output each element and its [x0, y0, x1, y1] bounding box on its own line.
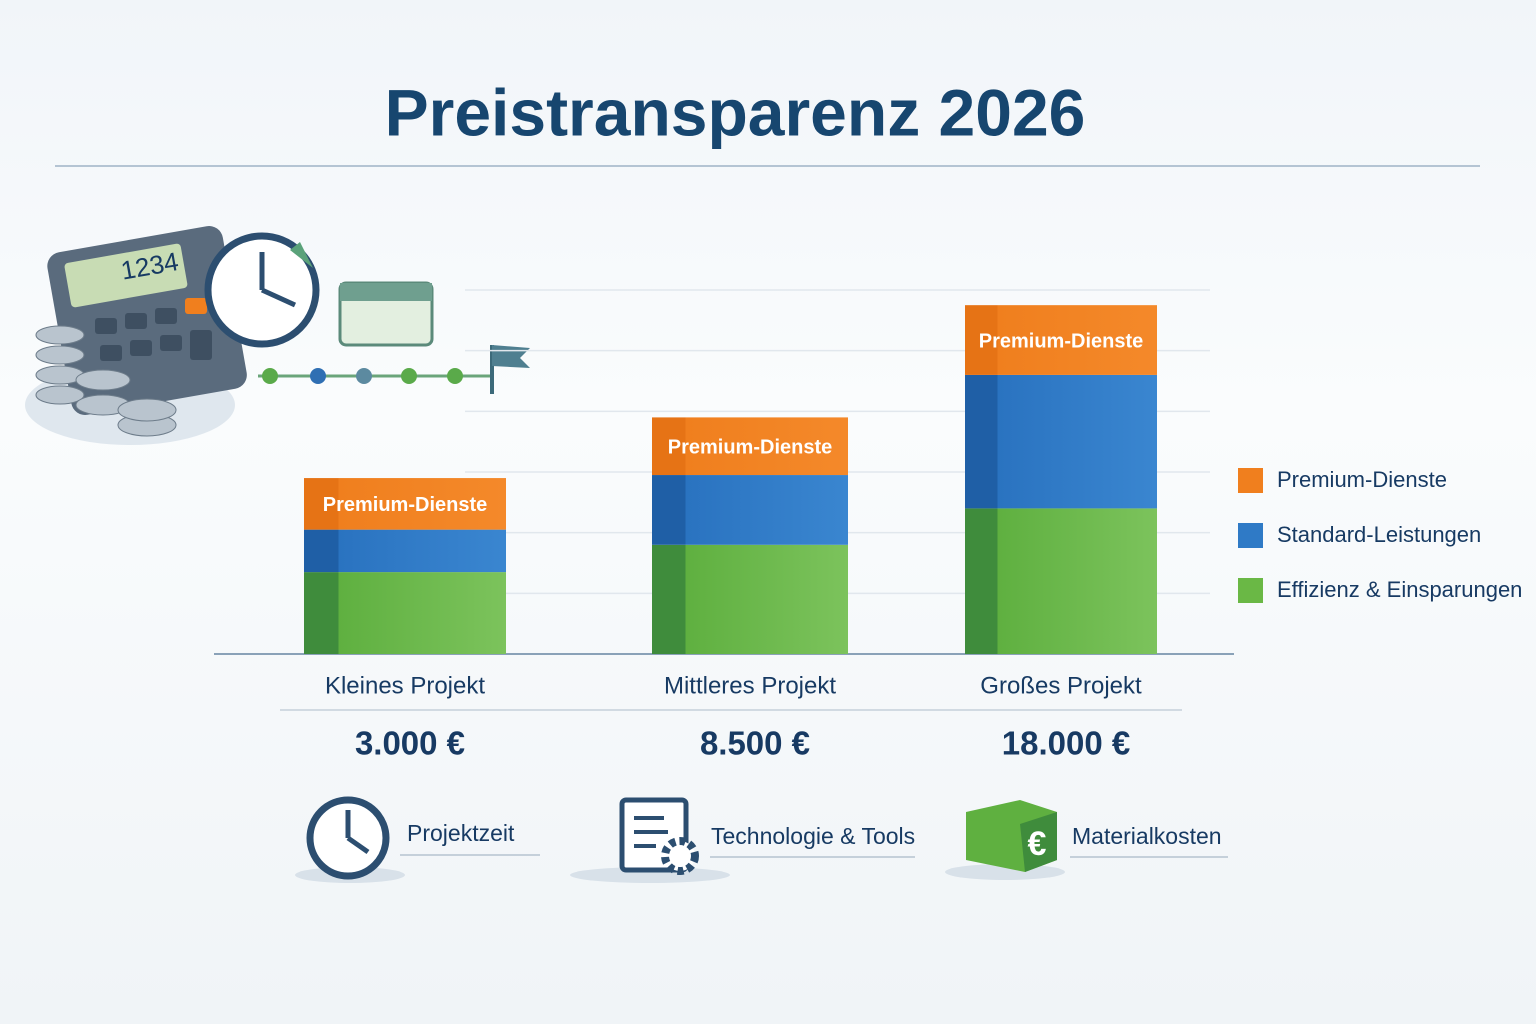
footer-label: Technologie & Tools — [711, 823, 915, 849]
legend-label: Standard-Leistungen — [1277, 522, 1481, 547]
x-tick-label: Kleines Projekt — [325, 672, 485, 699]
segment-label: Premium-Dienste — [668, 436, 833, 458]
footer-label: Projektzeit — [407, 820, 515, 846]
calculator-illustration: 1234 — [25, 226, 530, 445]
legend-swatch — [1238, 523, 1263, 548]
euro-icon: € — [1028, 825, 1047, 863]
bar-segment — [304, 529, 506, 573]
bar-segment — [965, 508, 1157, 654]
bar-segment — [652, 544, 848, 654]
bar-segment — [965, 305, 1157, 375]
x-tick-label: Großes Projekt — [980, 672, 1142, 699]
price-label: 8.500 € — [700, 725, 810, 762]
legend-swatch — [1238, 468, 1263, 493]
bar-segment — [304, 572, 506, 654]
price-label: 3.000 € — [355, 725, 465, 762]
footer-icons: € — [295, 796, 1228, 883]
x-tick-label: Mittleres Projekt — [664, 672, 836, 699]
segment-label: Premium-Dienste — [323, 494, 488, 516]
price-label: 18.000 € — [1002, 725, 1130, 762]
bar-segment — [652, 417, 848, 476]
footer-label: Materialkosten — [1072, 823, 1222, 849]
bar-segment — [965, 374, 1157, 509]
bar-segment — [652, 475, 848, 545]
legend-label: Premium-Dienste — [1277, 467, 1447, 492]
legend-label: Effizienz & Einsparungen — [1277, 577, 1522, 602]
bar-segment — [304, 478, 506, 530]
chart-title: Preistransparenz 2026 — [385, 75, 1086, 149]
legend-swatch — [1238, 578, 1263, 603]
segment-label: Premium-Dienste — [979, 330, 1144, 352]
